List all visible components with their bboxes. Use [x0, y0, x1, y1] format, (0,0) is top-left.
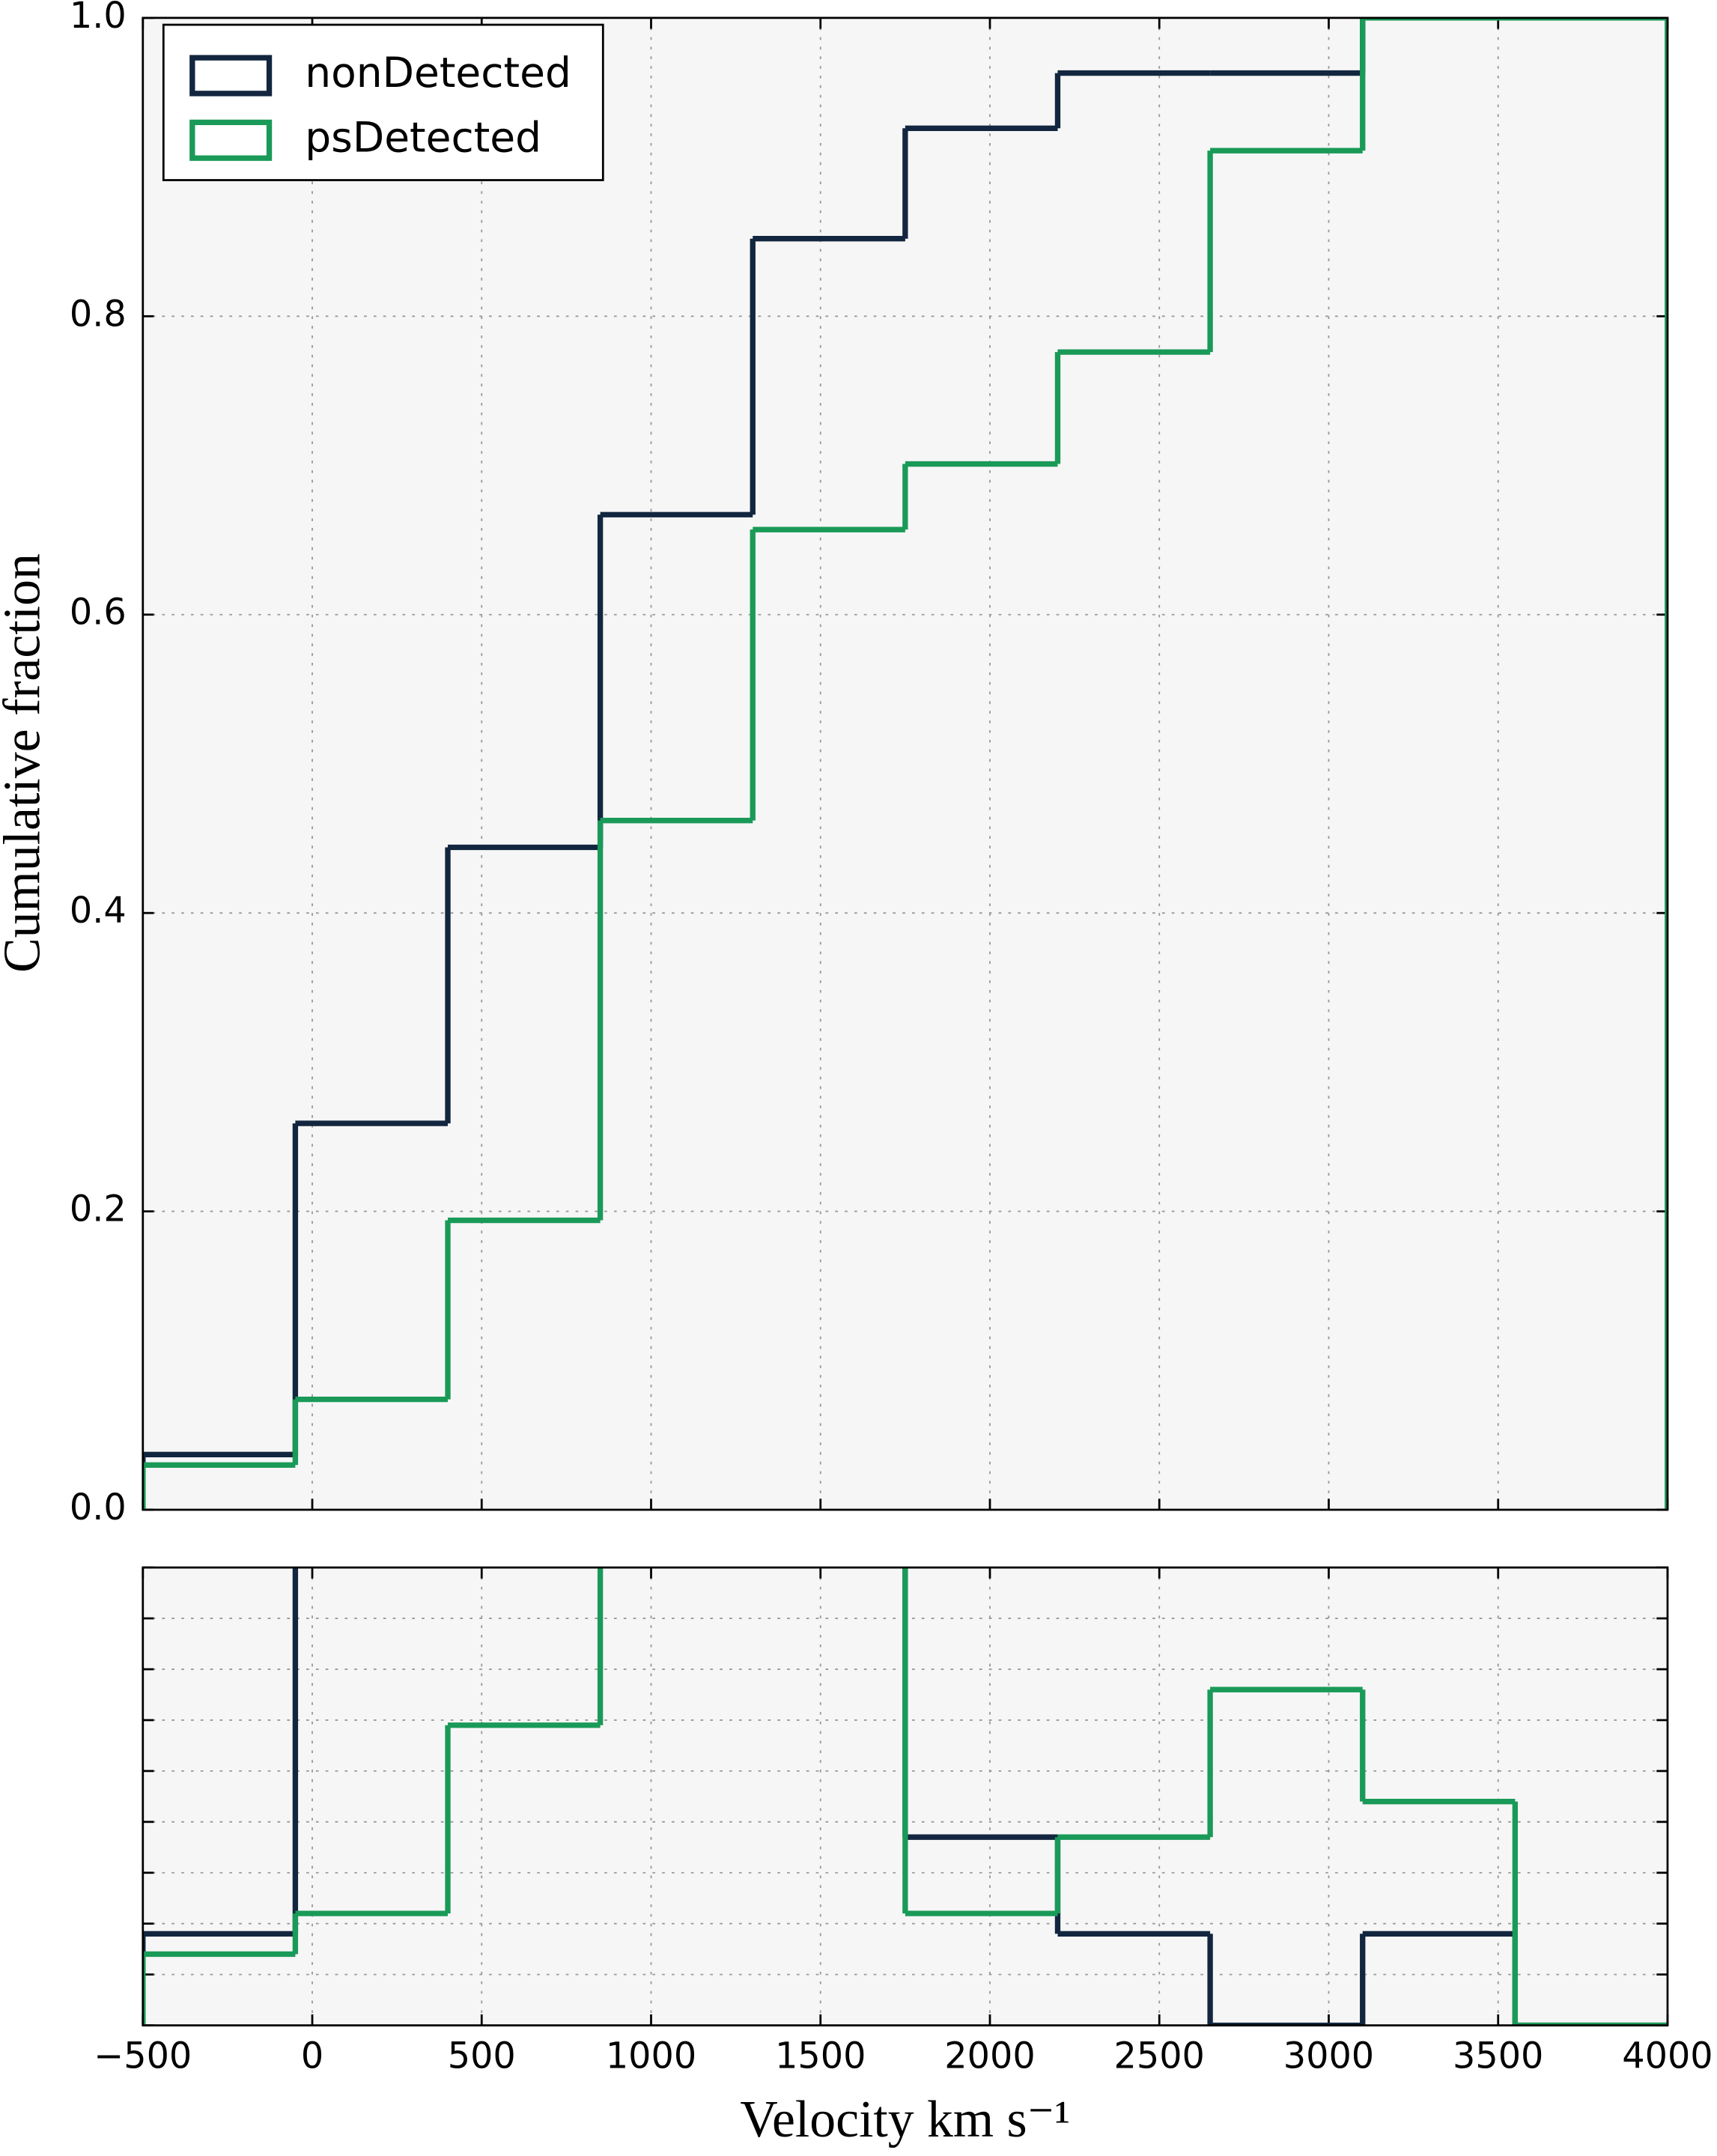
- x-tick-label: 4000: [1622, 2036, 1713, 2077]
- legend-box: [162, 23, 604, 181]
- plot-area: [142, 17, 1668, 1510]
- x-tick-label: 3000: [1283, 2036, 1374, 2077]
- x-tick-label: 0: [301, 2036, 323, 2077]
- legend-label: nonDetected: [305, 49, 571, 97]
- y-tick-label: 0.2: [70, 1189, 127, 1230]
- x-tick-label: 1000: [606, 2036, 696, 2077]
- y-tick-label: 0.0: [70, 1487, 127, 1528]
- legend-swatch: [189, 119, 273, 161]
- x-tick-label: 1500: [775, 2036, 866, 2077]
- x-axis-label: Velocity km s⁻¹: [740, 2091, 1070, 2149]
- series-group: [142, 17, 1668, 1510]
- legend-label: psDetected: [305, 113, 541, 161]
- x-tick-label: −500: [94, 2036, 192, 2077]
- series-group: [142, 1567, 1668, 2026]
- legend-swatch: [189, 55, 273, 97]
- y-tick-label: 0.4: [70, 890, 127, 932]
- y-tick-label: 0.6: [70, 592, 127, 634]
- y-tick-label: 1.0: [70, 0, 127, 37]
- y-tick-label: 0.8: [70, 294, 127, 335]
- y-axis-label: Cumulative fraction: [0, 553, 52, 973]
- x-tick-label: 500: [448, 2036, 516, 2077]
- x-tick-label: 2500: [1114, 2036, 1205, 2077]
- axes-frame: [142, 16, 1669, 1511]
- x-tick-label: 2000: [944, 2036, 1035, 2077]
- axes-frame: [142, 1566, 1669, 2026]
- x-tick-label: 3500: [1453, 2036, 1543, 2077]
